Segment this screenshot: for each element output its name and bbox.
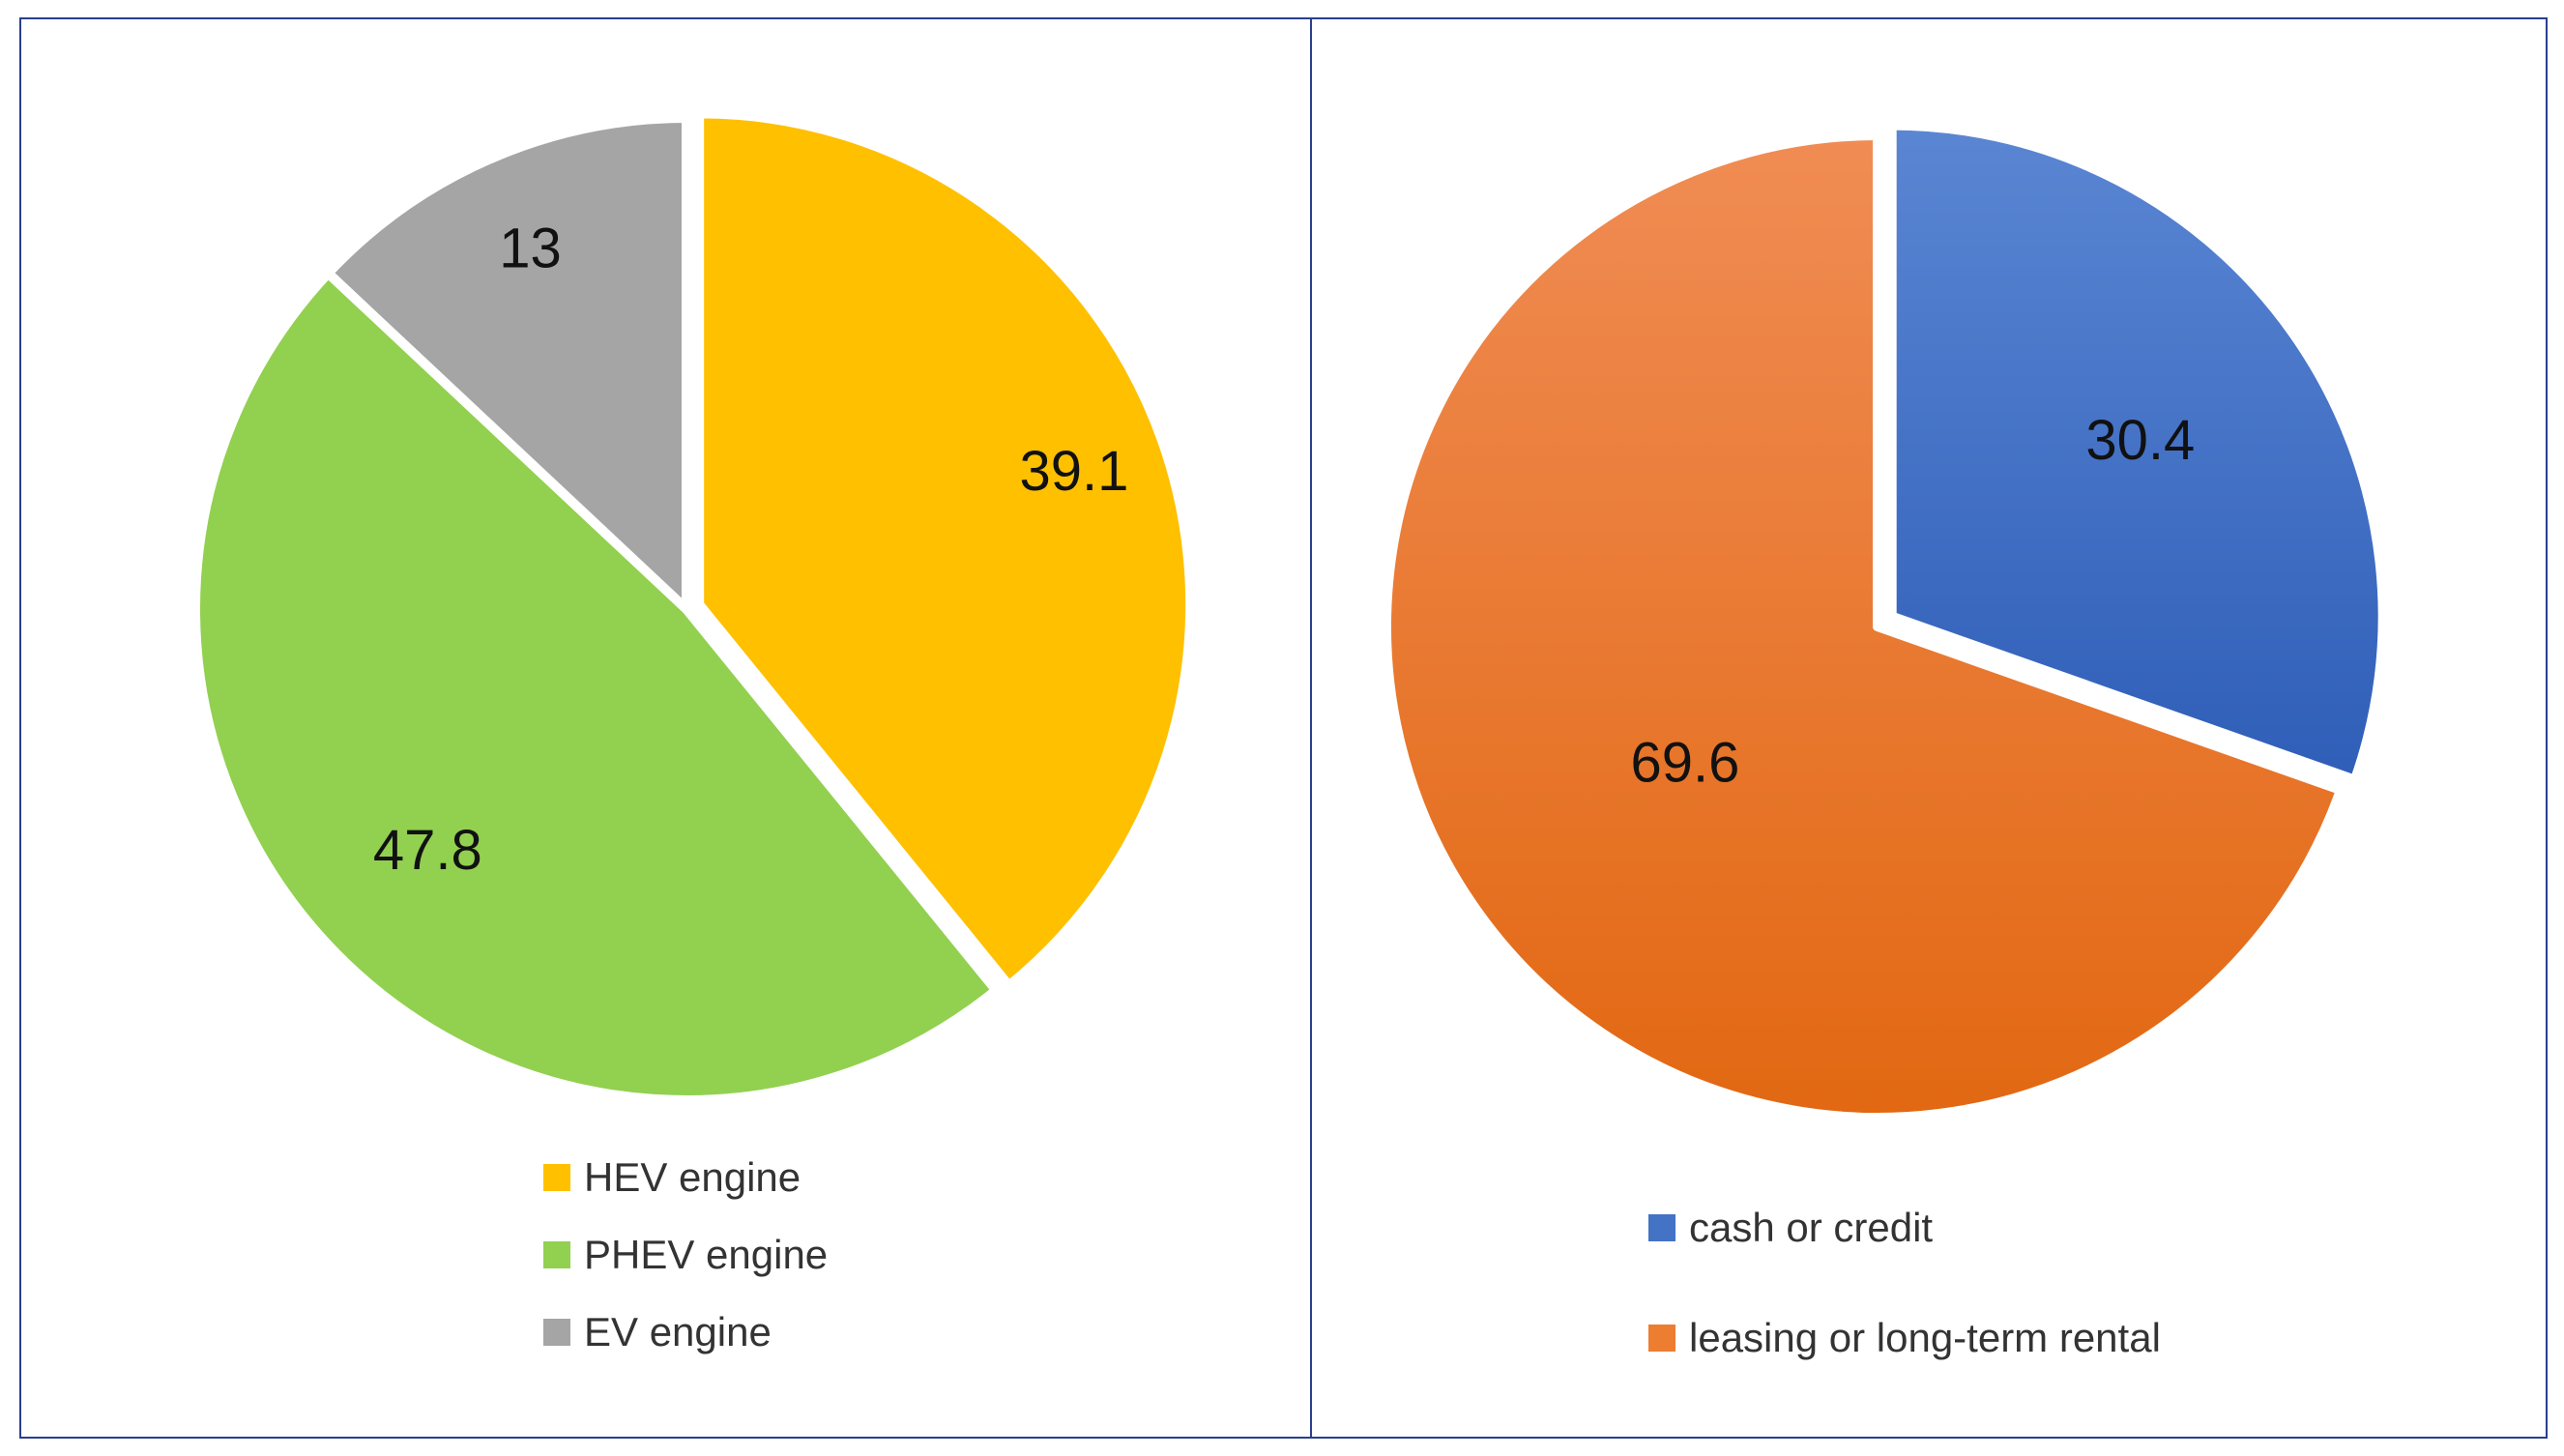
- data-label-cash-or-credit: 30.4: [2085, 409, 2195, 472]
- legend-item: HEV engine: [543, 1139, 828, 1216]
- legend-label: PHEV engine: [584, 1232, 829, 1277]
- chart-panel-payment: 30.4 69.6 cash or credit leasing or long-t…: [1310, 17, 2548, 1439]
- data-label-ev-engine: 13: [499, 218, 562, 280]
- pie-slice-hev-engine: [694, 108, 1196, 991]
- pie-slice-phev-engine: [190, 268, 1002, 1105]
- pie-slice-cash-or-credit: [1886, 120, 2388, 785]
- legend-label: HEV engine: [584, 1154, 801, 1200]
- legend-swatch: [1648, 1325, 1675, 1352]
- legend-item: cash or credit: [1648, 1189, 2161, 1267]
- pie-slice-leasing-or-long-term-rental: [1382, 131, 2346, 1122]
- legend-item: PHEV engine: [543, 1216, 828, 1294]
- pie-slice-ev-engine: [323, 113, 691, 614]
- legend-swatch: [543, 1319, 570, 1346]
- legend-swatch: [543, 1164, 570, 1191]
- legend-label: leasing or long-term rental: [1689, 1315, 2161, 1360]
- legend-swatch: [543, 1241, 570, 1268]
- chart-panel-engine: 39.1 47.8 13 HEV engine PHEV engine EV engin…: [19, 17, 1312, 1439]
- data-label-hev-engine: 39.1: [1020, 440, 1129, 503]
- legend-label: cash or credit: [1689, 1205, 1934, 1250]
- pie-chart-payment: 30.4 69.6: [1382, 120, 2388, 1122]
- legend-item: leasing or long-term rental: [1648, 1299, 2161, 1377]
- legend-engine: HEV engine PHEV engine EV engine: [543, 1139, 828, 1371]
- data-label-leasing-or-long-term-rental: 69.6: [1630, 731, 1739, 794]
- legend-payment: cash or credit leasing or long-term renta…: [1648, 1189, 2161, 1377]
- data-label-phev-engine: 47.8: [373, 819, 482, 882]
- pie-chart-engine: 39.1 47.8 13: [190, 108, 1196, 1105]
- legend-label: EV engine: [584, 1309, 772, 1354]
- legend-swatch: [1648, 1214, 1675, 1241]
- legend-item: EV engine: [543, 1294, 828, 1371]
